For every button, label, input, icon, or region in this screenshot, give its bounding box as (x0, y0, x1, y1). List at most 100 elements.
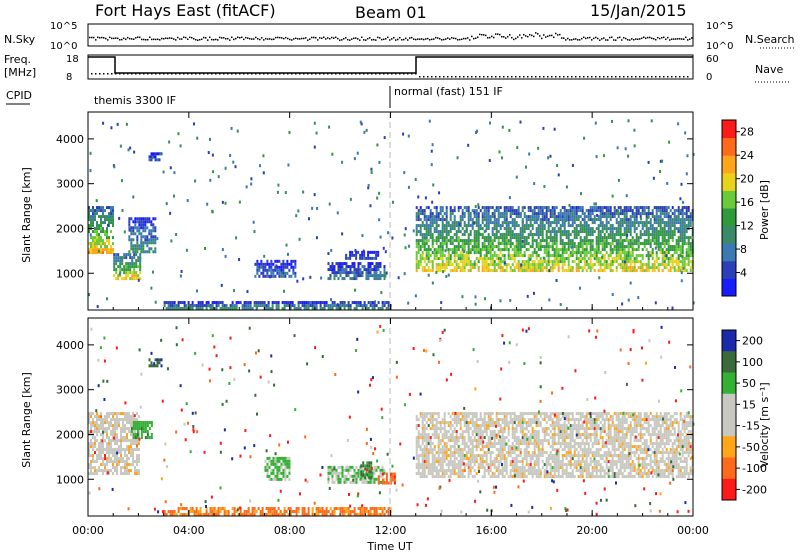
power-cell (660, 248, 662, 251)
power-cell (470, 224, 472, 227)
power-cell (604, 248, 606, 251)
power-cell (434, 251, 436, 254)
power-cell (576, 209, 578, 212)
power-cell (462, 212, 464, 215)
power-cell (488, 227, 490, 230)
velocity-cell (424, 430, 426, 433)
power-colorbar-tick-label: 28 (740, 126, 754, 139)
power-cell (604, 257, 606, 260)
velocity-cell (110, 469, 112, 472)
power-cell (544, 245, 546, 248)
power-cell (590, 260, 592, 263)
velocity-cell (116, 454, 118, 457)
velocity-cell (450, 427, 452, 430)
power-cell (420, 260, 422, 263)
nsky-point (395, 39, 397, 41)
power-cell (102, 206, 104, 209)
power-cell (604, 263, 606, 266)
power-cell (379, 265, 381, 268)
nave-point (279, 73, 281, 75)
power-cell (622, 212, 624, 215)
power-speck (238, 258, 240, 261)
power-cell (510, 239, 512, 242)
power-cell (536, 239, 538, 242)
power-cell (367, 262, 369, 265)
power-cell (468, 236, 470, 239)
nsky-point (541, 38, 543, 40)
power-cell (264, 263, 266, 266)
power-cell (94, 239, 96, 242)
nave-point (203, 73, 205, 75)
velocity-cell (331, 469, 333, 472)
power-cell (638, 221, 640, 224)
power-cell (616, 260, 618, 263)
power-cell (576, 206, 578, 209)
power-cell (108, 206, 110, 209)
nave-point (555, 76, 557, 78)
power-cell (420, 245, 422, 248)
power-cell (206, 304, 208, 307)
power-cell (476, 239, 478, 242)
power-cell (606, 251, 608, 254)
power-cell (426, 248, 428, 251)
power-cell (640, 269, 642, 272)
power-cell (590, 227, 592, 230)
power-cell (464, 260, 466, 263)
velocity-cell (98, 427, 100, 430)
velocity-cell (452, 424, 454, 427)
power-cell (608, 215, 610, 218)
power-cell (642, 257, 644, 260)
nsky-point (271, 39, 273, 41)
power-cell (542, 209, 544, 212)
power-cell (678, 269, 680, 272)
velocity-cell (96, 448, 98, 451)
nsky-point (519, 34, 521, 36)
power-speck (444, 249, 446, 252)
velocity-cell (138, 415, 140, 418)
power-cell (510, 209, 512, 212)
nsky-point (655, 39, 657, 41)
power-cell (600, 233, 602, 236)
power-cell (626, 269, 628, 272)
power-cell (94, 209, 96, 212)
power-cell (654, 266, 656, 269)
power-cell (416, 260, 418, 263)
power-cell (642, 209, 644, 212)
power-cell (568, 242, 570, 245)
velocity-cell (442, 457, 444, 460)
power-cell (339, 265, 341, 268)
power-cell (146, 220, 148, 223)
velocity-cell (345, 475, 347, 478)
power-cell (654, 206, 656, 209)
power-cell (532, 266, 534, 269)
power-cell (532, 233, 534, 236)
power-cell (144, 217, 146, 220)
velocity-cell (424, 469, 426, 472)
power-speck (596, 155, 598, 158)
power-cell (680, 224, 682, 227)
velocity-cell (454, 421, 456, 424)
power-cell (136, 244, 138, 247)
velocity-cell (446, 421, 448, 424)
velocity-cell (450, 457, 452, 460)
power-cell (584, 212, 586, 215)
power-cell (588, 209, 590, 212)
power-cell (598, 251, 600, 254)
power-cell (337, 271, 339, 274)
velocity-cell (343, 481, 345, 484)
power-cell (658, 248, 660, 251)
power-speck (253, 230, 255, 233)
power-cell (534, 251, 536, 254)
nave-point (167, 73, 169, 75)
velocity-cell (135, 421, 137, 424)
velocity-cell (353, 469, 355, 472)
velocity-cell (106, 433, 108, 436)
power-cell (688, 248, 690, 251)
power-cell (488, 224, 490, 227)
power-cell (606, 242, 608, 245)
nave-point (103, 73, 105, 75)
power-cell (670, 218, 672, 221)
power-cell (500, 224, 502, 227)
power-cell (168, 304, 170, 307)
power-cell (204, 304, 206, 307)
